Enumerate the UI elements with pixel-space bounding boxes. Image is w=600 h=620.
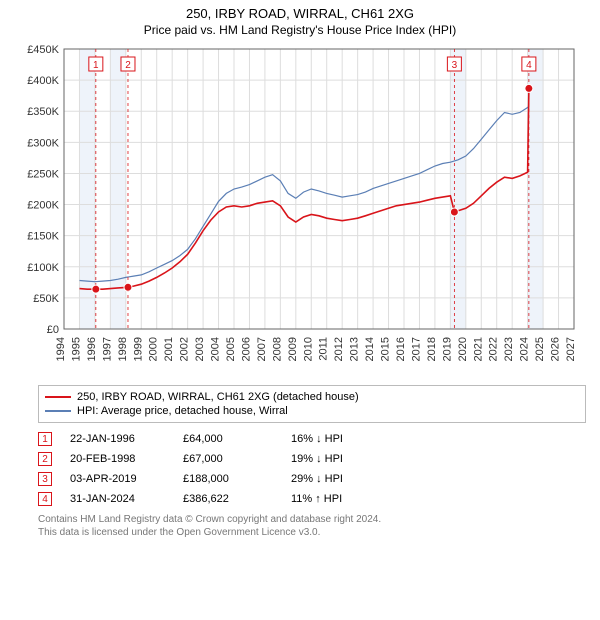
legend-label: 250, IRBY ROAD, WIRRAL, CH61 2XG (detach…	[77, 391, 359, 403]
svg-text:2003: 2003	[194, 337, 206, 361]
svg-text:£400K: £400K	[27, 75, 59, 87]
svg-text:2001: 2001	[163, 337, 175, 361]
sale-price: £64,000	[183, 433, 273, 445]
footer-attribution: Contains HM Land Registry data © Crown c…	[38, 513, 586, 539]
page-title: 250, IRBY ROAD, WIRRAL, CH61 2XG	[0, 0, 600, 21]
svg-text:2002: 2002	[179, 337, 191, 361]
svg-text:£250K: £250K	[27, 168, 59, 180]
sale-row: 4 31-JAN-2024 £386,622 11% ↑ HPI	[38, 489, 586, 509]
sale-row: 2 20-FEB-1998 £67,000 19% ↓ HPI	[38, 449, 586, 469]
svg-text:2012: 2012	[333, 337, 345, 361]
svg-text:2009: 2009	[287, 337, 299, 361]
sale-price: £67,000	[183, 453, 273, 465]
svg-text:2007: 2007	[256, 337, 268, 361]
price-chart: £0 £50K £100K £150K £200K £250K £300K £350K £400…	[16, 43, 584, 377]
footer-line: This data is licensed under the Open Gov…	[38, 526, 586, 539]
svg-text:1998: 1998	[117, 337, 129, 361]
svg-text:£200K: £200K	[27, 200, 59, 212]
sale-row: 3 03-APR-2019 £188,000 29% ↓ HPI	[38, 469, 586, 489]
legend-item: HPI: Average price, detached house, Wirr…	[45, 404, 579, 418]
svg-text:2016: 2016	[395, 337, 407, 361]
svg-text:2010: 2010	[302, 337, 314, 361]
legend: 250, IRBY ROAD, WIRRAL, CH61 2XG (detach…	[38, 385, 586, 423]
sale-date: 03-APR-2019	[70, 473, 165, 485]
svg-text:2020: 2020	[457, 337, 469, 361]
svg-text:1999: 1999	[132, 337, 144, 361]
sale-row: 1 22-JAN-1996 £64,000 16% ↓ HPI	[38, 429, 586, 449]
svg-text:2025: 2025	[534, 337, 546, 361]
svg-text:2022: 2022	[488, 337, 500, 361]
sales-table: 1 22-JAN-1996 £64,000 16% ↓ HPI 2 20-FEB-1998…	[38, 429, 586, 509]
svg-text:1994: 1994	[55, 337, 67, 361]
footer-line: Contains HM Land Registry data © Crown c…	[38, 513, 586, 526]
sale-date: 31-JAN-2024	[70, 493, 165, 505]
svg-text:£350K: £350K	[27, 106, 59, 118]
svg-text:£100K: £100K	[27, 262, 59, 274]
sale-diff: 11% ↑ HPI	[291, 493, 401, 505]
svg-text:2021: 2021	[472, 337, 484, 361]
svg-text:2005: 2005	[225, 337, 237, 361]
sale-price: £386,622	[183, 493, 273, 505]
sale-marker: 3	[38, 472, 52, 486]
svg-text:2027: 2027	[565, 337, 577, 361]
svg-text:1997: 1997	[101, 337, 113, 361]
svg-text:2024: 2024	[519, 337, 531, 361]
svg-text:2014: 2014	[364, 337, 376, 361]
svg-text:1996: 1996	[86, 337, 98, 361]
svg-text:£150K: £150K	[27, 231, 59, 243]
page-subtitle: Price paid vs. HM Land Registry's House …	[0, 21, 600, 43]
sale-date: 20-FEB-1998	[70, 453, 165, 465]
legend-swatch	[45, 410, 71, 412]
svg-text:2008: 2008	[271, 337, 283, 361]
svg-text:£450K: £450K	[27, 44, 59, 56]
svg-text:2019: 2019	[441, 337, 453, 361]
svg-text:2026: 2026	[550, 337, 562, 361]
svg-text:£0: £0	[47, 324, 59, 336]
svg-text:2006: 2006	[240, 337, 252, 361]
legend-label: HPI: Average price, detached house, Wirr…	[77, 405, 288, 417]
svg-text:2023: 2023	[503, 337, 515, 361]
svg-text:3: 3	[452, 60, 458, 71]
sale-date: 22-JAN-1996	[70, 433, 165, 445]
svg-text:2017: 2017	[410, 337, 422, 361]
svg-text:1: 1	[93, 60, 99, 71]
svg-text:1995: 1995	[70, 337, 82, 361]
svg-text:£50K: £50K	[33, 293, 59, 305]
svg-text:2004: 2004	[210, 337, 222, 361]
sale-marker: 1	[38, 432, 52, 446]
svg-text:2: 2	[125, 60, 131, 71]
sale-marker: 2	[38, 452, 52, 466]
svg-text:2013: 2013	[349, 337, 361, 361]
sale-marker: 4	[38, 492, 52, 506]
legend-item: 250, IRBY ROAD, WIRRAL, CH61 2XG (detach…	[45, 390, 579, 404]
svg-text:4: 4	[526, 60, 532, 71]
sale-price: £188,000	[183, 473, 273, 485]
sale-diff: 16% ↓ HPI	[291, 433, 401, 445]
svg-text:2018: 2018	[426, 337, 438, 361]
svg-text:2000: 2000	[148, 337, 160, 361]
sale-diff: 29% ↓ HPI	[291, 473, 401, 485]
legend-swatch	[45, 396, 71, 398]
svg-text:£300K: £300K	[27, 137, 59, 149]
svg-text:2015: 2015	[380, 337, 392, 361]
sale-diff: 19% ↓ HPI	[291, 453, 401, 465]
svg-text:2011: 2011	[318, 337, 330, 361]
